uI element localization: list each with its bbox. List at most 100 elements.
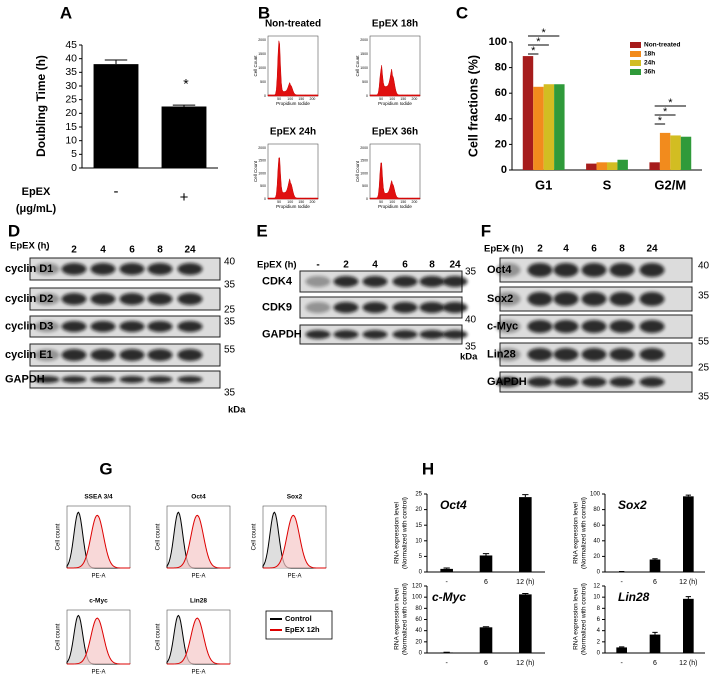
y-tick-label: 35: [65, 66, 77, 78]
blot-band: [609, 263, 635, 277]
bar: [683, 496, 694, 572]
blot-band: [147, 349, 173, 361]
annotation: *: [668, 97, 673, 109]
blot-band: [61, 321, 87, 332]
size-marker: 35: [698, 291, 710, 302]
legend-swatch: [630, 60, 641, 66]
blot-band: [392, 330, 418, 339]
y-tick-label: 0: [264, 94, 266, 98]
chart-title: c-Myc: [432, 590, 466, 604]
bar: [670, 135, 681, 170]
x-axis-label: PE-A: [91, 670, 105, 676]
blot-band: [305, 302, 331, 313]
error-bar: [685, 494, 691, 497]
blot-band: [177, 376, 203, 383]
y-tick-label: 5: [71, 148, 77, 160]
error-bar: [172, 104, 196, 107]
blot-band: [553, 263, 579, 277]
blot-band: [527, 377, 553, 387]
annotation: *: [183, 76, 189, 92]
histogram: [267, 40, 319, 97]
row-label: CDK4: [262, 275, 293, 287]
x-tick-label: -: [445, 660, 448, 667]
blot-band: [553, 320, 579, 333]
blot-band: [147, 293, 173, 305]
lane-label: 8: [157, 245, 163, 256]
flow-title: SSEA 3/4: [84, 494, 113, 501]
blot-band: [609, 320, 635, 333]
x-tick-label: 6: [653, 579, 657, 586]
row-label: Sox2: [487, 293, 513, 305]
y-tick-label: 40: [593, 538, 600, 544]
bar: [649, 559, 661, 572]
y-tick-label: 2000: [360, 38, 368, 42]
panel-letter: D: [8, 221, 20, 240]
row-label: CDK9: [262, 301, 292, 313]
y-tick-label: 4: [597, 628, 601, 634]
error-bar: [104, 59, 128, 65]
error-bar: [482, 626, 490, 628]
legend-label: Control: [285, 614, 312, 623]
blot-band: [34, 349, 60, 361]
row-label: GAPDH: [5, 373, 45, 385]
blot-band: [419, 276, 445, 287]
blot-band: [392, 276, 418, 287]
blot-band: [495, 377, 521, 387]
blot-band: [392, 302, 418, 313]
size-marker: 35: [698, 392, 710, 403]
blot-band: [119, 349, 145, 361]
y-tick-label: 40: [65, 52, 77, 64]
y-tick-label: 60: [415, 617, 422, 623]
x-tick-label: 6: [484, 579, 488, 586]
lane-label: 24: [449, 260, 461, 271]
x-tick-label: 50: [379, 97, 383, 101]
y-tick-label: 1500: [360, 52, 368, 56]
blot-band: [90, 293, 116, 305]
bar: [440, 568, 453, 572]
blot-band: [61, 293, 87, 305]
legend-label: EpEX 12h: [285, 625, 320, 634]
size-marker: 40: [698, 261, 710, 272]
blot-band: [527, 292, 553, 306]
blot-band: [495, 348, 521, 361]
y-tick-label: 0: [71, 162, 77, 174]
plot-frame: [267, 35, 319, 97]
y-tick-label: 80: [415, 606, 422, 612]
y-tick-label: 0: [366, 197, 368, 201]
blot-band: [609, 377, 635, 387]
x-tick-label: 150: [400, 200, 406, 204]
x-tick-label: -: [445, 579, 448, 586]
blot-header: EpEX (h): [257, 260, 297, 271]
y-axis-label: Cell count: [156, 523, 162, 550]
x-axis-label: (μg/mL): [16, 203, 57, 215]
flow-title: Sox2: [287, 494, 303, 501]
row-label: c-Myc: [487, 320, 518, 332]
size-marker: 40: [465, 315, 477, 326]
x-tick-label: 200: [412, 200, 418, 204]
flow-title: c-Myc: [89, 598, 108, 605]
x-tick-label: S: [603, 177, 612, 192]
blot-band: [61, 376, 87, 383]
blot-band: [639, 263, 665, 277]
blot-band: [90, 349, 116, 361]
blot-band: [34, 321, 60, 332]
bar: [522, 56, 534, 170]
blot-band: [362, 330, 388, 339]
blot-header: EpEX (h): [10, 241, 50, 252]
y-tick-label: 1500: [258, 52, 266, 56]
blot-band: [581, 377, 607, 387]
row-label: GAPDH: [487, 376, 527, 388]
x-tick-label: G2/M: [654, 177, 686, 192]
bar: [161, 106, 207, 168]
x-tick-label: 12 (h): [679, 579, 697, 586]
y-tick-label: 120: [412, 584, 423, 590]
x-axis-label: PE-A: [91, 574, 105, 580]
y-tick-label: 100: [590, 492, 601, 498]
panel-letter: B: [258, 3, 270, 22]
flow-title: Oct4: [191, 494, 206, 501]
y-tick-label: 0: [366, 94, 368, 98]
chart-title: Oct4: [440, 498, 467, 512]
y-axis-label: Cell count: [56, 523, 62, 550]
blot-band: [90, 376, 116, 383]
bar: [617, 159, 628, 170]
